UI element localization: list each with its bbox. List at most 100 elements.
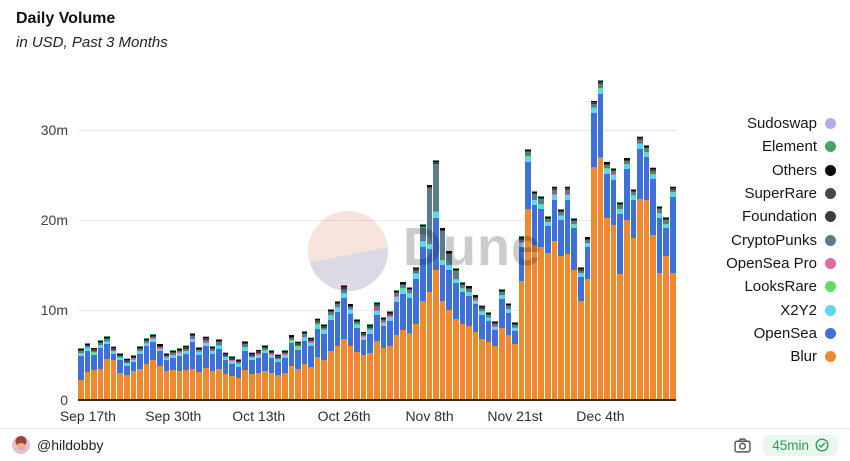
author[interactable]: @hildobby (12, 436, 103, 454)
daily-bar[interactable] (663, 80, 670, 400)
daily-bar[interactable] (249, 80, 255, 400)
daily-bar[interactable] (202, 80, 209, 400)
daily-bar[interactable] (295, 80, 301, 400)
daily-bar[interactable] (354, 80, 360, 400)
refresh-badge[interactable]: 45min (763, 434, 838, 456)
daily-bar[interactable] (577, 80, 584, 400)
daily-bar[interactable] (525, 80, 531, 400)
camera-icon[interactable] (734, 437, 751, 453)
daily-bar[interactable] (367, 80, 374, 400)
legend-item-opensea-pro[interactable]: OpenSea Pro (726, 252, 836, 275)
daily-bar[interactable] (374, 80, 380, 400)
daily-bar[interactable] (538, 80, 545, 400)
daily-bar[interactable] (150, 80, 156, 400)
daily-bar[interactable] (630, 80, 637, 400)
daily-bar[interactable] (637, 80, 643, 400)
daily-bar[interactable] (314, 80, 321, 400)
daily-bar[interactable] (499, 80, 505, 400)
daily-bar[interactable] (255, 80, 262, 400)
daily-bar[interactable] (360, 80, 367, 400)
daily-bar[interactable] (84, 80, 91, 400)
daily-bar[interactable] (650, 80, 656, 400)
legend-item-foundation[interactable]: Foundation (742, 205, 836, 228)
daily-bar[interactable] (670, 80, 676, 400)
daily-bar[interactable] (308, 80, 314, 400)
daily-bar[interactable] (262, 80, 268, 400)
daily-bar[interactable] (512, 80, 518, 400)
daily-bar[interactable] (393, 80, 400, 400)
daily-bar[interactable] (143, 80, 150, 400)
daily-bar[interactable] (91, 80, 97, 400)
daily-bar[interactable] (656, 80, 663, 400)
daily-bar[interactable] (380, 80, 387, 400)
daily-bar[interactable] (104, 80, 110, 400)
daily-bar[interactable] (347, 80, 354, 400)
daily-bar[interactable] (531, 80, 538, 400)
daily-bar[interactable] (156, 80, 163, 400)
daily-bar[interactable] (209, 80, 216, 400)
daily-bar[interactable] (591, 80, 597, 400)
daily-bar[interactable] (334, 80, 341, 400)
daily-bar[interactable] (229, 80, 235, 400)
daily-bar[interactable] (643, 80, 650, 400)
daily-bar[interactable] (623, 80, 630, 400)
daily-bar[interactable] (97, 80, 104, 400)
daily-bar[interactable] (301, 80, 308, 400)
legend-item-sudoswap[interactable]: Sudoswap (747, 112, 836, 135)
daily-bar[interactable] (196, 80, 202, 400)
daily-bar[interactable] (452, 80, 459, 400)
daily-bar[interactable] (387, 80, 393, 400)
daily-bar[interactable] (492, 80, 498, 400)
daily-bar[interactable] (584, 80, 591, 400)
daily-bar[interactable] (78, 80, 84, 400)
daily-bar[interactable] (433, 80, 439, 400)
legend-item-element[interactable]: Element (762, 135, 836, 158)
daily-bar[interactable] (420, 80, 426, 400)
daily-bar[interactable] (545, 80, 551, 400)
legend-item-superrare[interactable]: SuperRare (744, 182, 836, 205)
daily-bar[interactable] (472, 80, 479, 400)
daily-bar[interactable] (321, 80, 327, 400)
daily-bar[interactable] (617, 80, 623, 400)
daily-bar[interactable] (130, 80, 137, 400)
daily-bar[interactable] (505, 80, 512, 400)
daily-bar[interactable] (163, 80, 170, 400)
legend-item-others[interactable]: Others (772, 159, 836, 182)
daily-bar[interactable] (137, 80, 143, 400)
daily-bar[interactable] (222, 80, 229, 400)
daily-bar[interactable] (235, 80, 242, 400)
daily-bar[interactable] (288, 80, 295, 400)
legend-item-blur[interactable]: Blur (790, 345, 836, 368)
daily-bar[interactable] (183, 80, 189, 400)
daily-bar[interactable] (124, 80, 130, 400)
daily-bar[interactable] (571, 80, 577, 400)
daily-bar[interactable] (117, 80, 124, 400)
daily-bar[interactable] (341, 80, 347, 400)
daily-bar[interactable] (466, 80, 472, 400)
legend-item-x2y2[interactable]: X2Y2 (780, 298, 836, 321)
daily-bar[interactable] (216, 80, 222, 400)
daily-bar[interactable] (558, 80, 564, 400)
daily-bar[interactable] (485, 80, 492, 400)
daily-bar[interactable] (400, 80, 406, 400)
daily-bar[interactable] (176, 80, 183, 400)
daily-bar[interactable] (406, 80, 413, 400)
daily-bar[interactable] (610, 80, 617, 400)
daily-bar[interactable] (110, 80, 117, 400)
daily-bar[interactable] (518, 80, 525, 400)
daily-bar[interactable] (281, 80, 288, 400)
daily-bar[interactable] (597, 80, 604, 400)
daily-bar[interactable] (446, 80, 452, 400)
legend-item-opensea[interactable]: OpenSea (754, 322, 836, 345)
daily-bar[interactable] (189, 80, 196, 400)
daily-bar[interactable] (275, 80, 281, 400)
daily-bar[interactable] (327, 80, 334, 400)
daily-bar[interactable] (242, 80, 249, 400)
daily-bar[interactable] (170, 80, 176, 400)
daily-bar[interactable] (413, 80, 420, 400)
daily-bar[interactable] (564, 80, 571, 400)
daily-bar[interactable] (551, 80, 558, 400)
daily-bar[interactable] (268, 80, 275, 400)
daily-bar[interactable] (426, 80, 433, 400)
daily-bar[interactable] (439, 80, 446, 400)
